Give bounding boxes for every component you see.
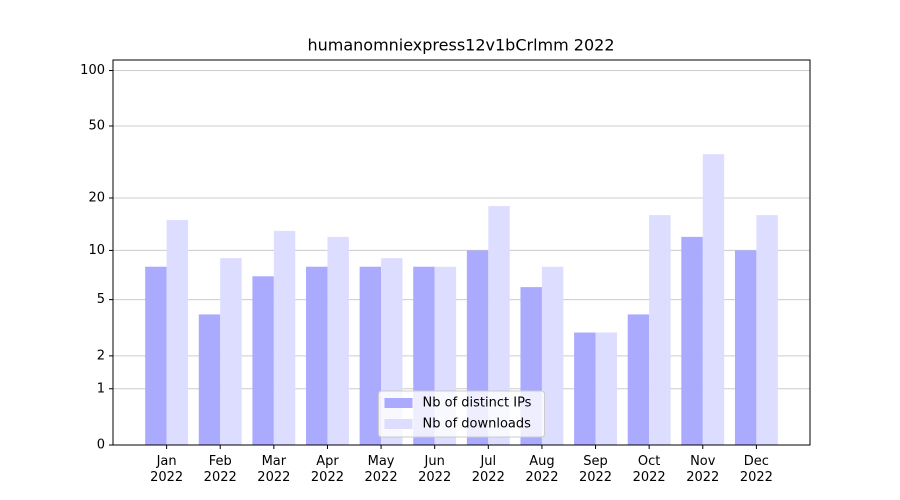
y-tick-label: 50 bbox=[88, 118, 105, 133]
bar bbox=[756, 215, 778, 445]
x-tick-label: Mar 2022 bbox=[257, 454, 290, 485]
bar bbox=[198, 314, 221, 445]
legend-swatch bbox=[384, 398, 413, 408]
bar bbox=[574, 332, 596, 445]
x-tick-label: Jul 2022 bbox=[472, 454, 505, 485]
legend-swatch bbox=[384, 419, 413, 429]
y-tick-label: 10 bbox=[88, 243, 105, 258]
bar bbox=[488, 206, 510, 445]
bar bbox=[166, 220, 189, 445]
bar bbox=[306, 266, 328, 445]
y-tick-label: 20 bbox=[88, 190, 105, 205]
bar bbox=[220, 258, 242, 445]
chart-title: humanomniexpress12v1bCrlmm 2022 bbox=[307, 36, 614, 55]
y-tick-label: 1 bbox=[97, 381, 105, 396]
x-tick-label: Jan 2022 bbox=[150, 454, 183, 485]
bar bbox=[359, 266, 382, 445]
legend: Nb of distinct IPs Nb of downloads bbox=[378, 390, 545, 438]
bar bbox=[252, 276, 274, 445]
bar bbox=[327, 236, 349, 445]
x-tick-label: Feb 2022 bbox=[204, 454, 237, 485]
legend-label: Nb of downloads bbox=[423, 417, 532, 432]
x-tick-label: Dec 2022 bbox=[740, 454, 773, 485]
bar bbox=[627, 314, 650, 445]
axes-frame bbox=[112, 59, 811, 446]
x-tick-label: Aug 2022 bbox=[525, 454, 558, 485]
bar bbox=[273, 230, 296, 445]
x-tick-label: Jun 2022 bbox=[418, 454, 451, 485]
bar bbox=[649, 215, 671, 445]
y-tick-label: 0 bbox=[97, 438, 105, 453]
y-tick-label: 100 bbox=[80, 63, 105, 78]
x-tick-label: Oct 2022 bbox=[633, 454, 666, 485]
bar bbox=[681, 236, 703, 445]
bar bbox=[541, 266, 564, 445]
legend-label: Nb of distinct IPs bbox=[423, 396, 532, 411]
x-tick-label: Apr 2022 bbox=[311, 454, 344, 485]
x-tick-label: Nov 2022 bbox=[686, 454, 719, 485]
y-tick-label: 5 bbox=[97, 292, 105, 307]
y-tick-label: 2 bbox=[97, 348, 105, 363]
bar bbox=[702, 154, 725, 445]
legend-box bbox=[378, 390, 545, 438]
bar bbox=[734, 250, 757, 445]
bar bbox=[595, 332, 617, 445]
x-tick-label: Sep 2022 bbox=[579, 454, 612, 485]
x-tick-label: May 2022 bbox=[365, 454, 398, 485]
bar bbox=[145, 266, 167, 445]
labels: 0 1 2 5 10 20 50 100 Jan 2022 Feb 2022 Mar 2022 Apr 202… bbox=[80, 63, 773, 484]
